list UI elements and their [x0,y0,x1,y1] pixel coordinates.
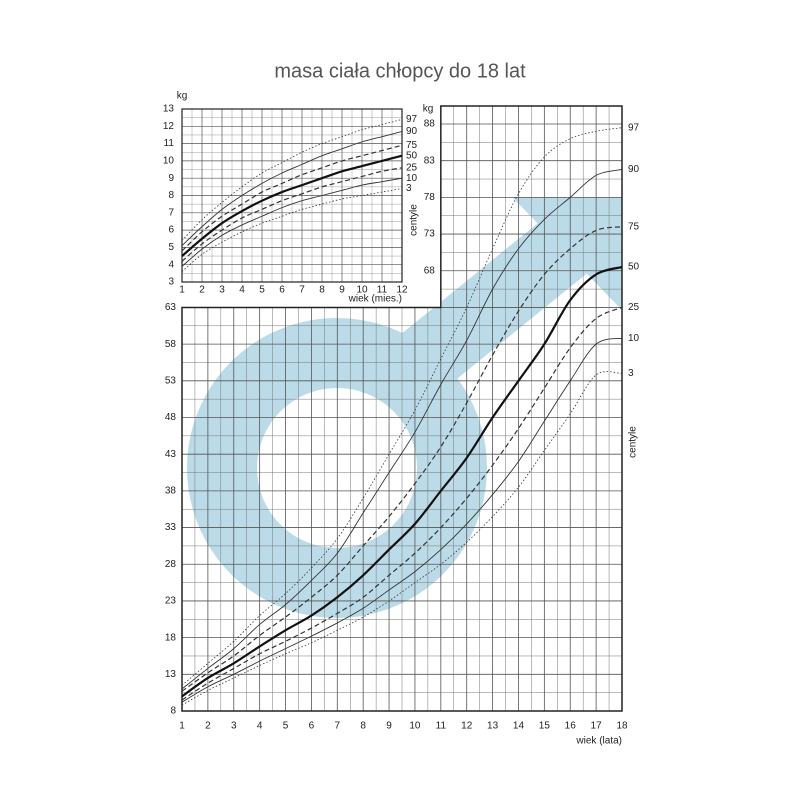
y-tick-label: 8 [168,190,174,201]
x-tick-label: 2 [205,721,211,732]
y-tick-label: 38 [165,486,177,497]
y-tick-label: 11 [164,138,175,149]
chart-frame [181,105,623,712]
y-tick-label: 9 [168,173,174,184]
centile-line [181,167,403,262]
x-tick-label: 4 [257,721,263,732]
chart-layer: 1 2 3 4 5 6 7 8 9 10 11 12 13 14 15 16 17 188131823283338… [163,104,640,732]
x-tick-label: 1 [179,721,185,732]
y-tick-label: 78 [424,192,436,203]
y-axis-label: kg [177,91,188,102]
x-tick-label: 12 [396,285,408,296]
centile-name: 75 [406,140,418,151]
y-tick-label: 63 [165,302,177,313]
y-tick-label: 73 [424,229,436,240]
x-tick-label: 8 [319,285,325,296]
centile-line [181,266,623,698]
y-tick-label: 8 [170,706,176,717]
x-tick-label: 6 [309,721,315,732]
y-tick-label: 53 [165,375,177,386]
centile-name: 50 [628,262,640,273]
x-tick-label: 3 [219,285,225,296]
centile-line [181,169,623,690]
x-tick-label: 16 [565,721,577,732]
x-axis-label: wiek (lata) [575,736,622,747]
centile-line [181,127,623,686]
centile-name: 10 [406,173,418,184]
y-tick-label: 4 [168,259,174,270]
y-tick-label: 13 [165,669,177,680]
chart-frame [181,108,403,283]
x-tick-label: 4 [239,285,245,296]
x-tick-label: 10 [356,285,368,296]
centile-label: centyle [628,426,639,458]
y-tick-label: 48 [165,412,177,423]
centile-line [181,118,403,241]
centile-name: 90 [628,164,640,175]
x-tick-label: 12 [461,721,473,732]
y-tick-label: 43 [165,449,177,460]
x-tick-label: 2 [199,285,205,296]
x-tick-label: 15 [539,721,551,732]
centile-name: 25 [406,162,418,173]
y-tick-label: 6 [168,225,174,236]
x-tick-label: 11 [377,285,388,296]
x-tick-label: 10 [409,721,421,732]
x-tick-label: 9 [386,721,392,732]
centile-line [181,177,403,267]
x-tick-label: 5 [283,721,289,732]
x-tick-label: 11 [436,721,447,732]
y-tick-label: 3 [168,277,174,288]
x-tick-label: 9 [339,285,345,296]
x-tick-label: 5 [259,285,265,296]
centile-name: 50 [406,150,418,161]
centile-line [181,131,403,246]
centile-line [181,226,623,692]
y-tick-label: 12 [163,121,175,132]
y-tick-label: 58 [165,339,177,350]
centile-name: 3 [406,183,412,194]
symbol-arrowhead [512,197,622,310]
y-tick-label: 18 [165,632,177,643]
y-tick-label: 33 [165,522,177,533]
y-tick-label: 68 [424,265,436,276]
x-tick-label: 7 [335,721,341,732]
x-tick-label: 7 [299,285,305,296]
y-tick-label: 10 [163,156,175,167]
centile-name: 75 [628,221,640,232]
x-tick-label: 18 [616,721,628,732]
x-tick-label: 6 [279,285,285,296]
centile-line [181,306,623,701]
centile-name: 3 [628,368,634,379]
centile-name: 97 [406,114,418,125]
centile-name: 10 [628,333,640,344]
centile-line [181,188,403,272]
centile-name: 97 [628,122,640,133]
centile-line [181,144,403,252]
chart-title: masa ciała chłopcy do 18 lat [274,60,526,82]
centile-line [181,337,623,703]
y-tick-label: 83 [424,155,436,166]
x-tick-label: 13 [487,721,499,732]
y-tick-label: 23 [165,596,177,607]
centile-line [181,154,403,257]
y-tick-label: 28 [165,559,177,570]
y-tick-label: 7 [168,207,174,218]
y-tick-label: 13 [163,104,175,115]
centile-label: centyle [409,204,420,236]
x-tick-label: 1 [179,285,185,296]
x-axis-label: wiek (mies.) [348,294,402,305]
y-axis-label: kg [423,104,434,115]
x-tick-label: 3 [231,721,237,732]
x-tick-label: 8 [360,721,366,732]
y-tick-label: 88 [424,119,436,130]
y-tick-label: 5 [168,242,174,253]
x-tick-label: 14 [513,721,525,732]
centile-line [181,371,623,706]
centile-name: 25 [628,302,640,313]
x-tick-label: 17 [591,721,603,732]
centile-name: 90 [406,126,418,137]
